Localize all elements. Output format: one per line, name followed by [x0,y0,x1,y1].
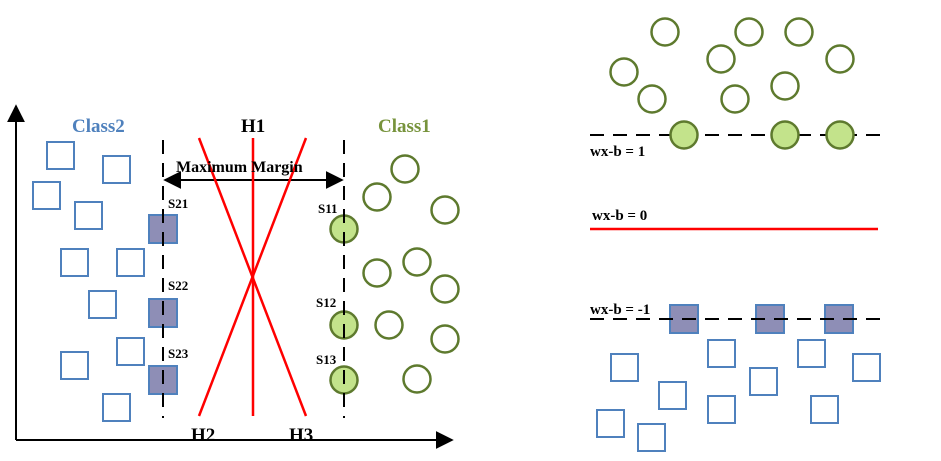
lower-square [749,367,778,396]
class1-circle [430,274,460,304]
upper-margin-label: wx-b = 1 [590,144,645,160]
s11-label: S11 [318,201,338,216]
upper-circle [706,44,736,74]
class1-circle [402,247,432,277]
class2-square [32,181,61,210]
upper-circle [609,57,639,87]
s22-label: S22 [168,278,188,293]
lower-square [797,339,826,368]
lower-square [707,339,736,368]
class2-square [116,248,145,277]
class1-circle [362,258,392,288]
class1-label: Class1 [378,116,431,137]
class2-label: Class2 [72,116,125,137]
class1-circle [430,324,460,354]
class2-square [102,155,131,184]
class2-square [88,290,117,319]
lower-square [852,353,881,382]
s21-label: S21 [168,196,188,211]
upper-support-circle [669,120,699,150]
upper-circle [637,84,667,114]
lower-margin-label: wx-b = -1 [590,302,650,318]
s12-label: S12 [316,295,336,310]
upper-circle [770,71,800,101]
class1-circles [362,154,460,394]
right-panel: wx-b = 1 wx-b = 0 wx-b = -1 [590,17,881,452]
lower-square [707,395,736,424]
upper-support-vectors [669,120,855,150]
lower-square [810,395,839,424]
class2-square [60,248,89,277]
upper-support-circle [770,120,800,150]
maximum-margin-label: Maximum Margin [176,159,303,176]
class2-square [46,141,75,170]
lower-square [658,381,687,410]
upper-circle [734,17,764,47]
s13-label: S13 [316,352,337,367]
h2-label: H2 [191,425,215,446]
left-panel: Class2 Class1 H1 Maximum Margin H2 H3 S2… [6,104,460,449]
lower-square [637,423,666,452]
class1-circle [362,182,392,212]
upper-circle [784,17,814,47]
class1-circle [374,310,404,340]
class2-square [116,337,145,366]
hyperplane-label: wx-b = 0 [592,208,647,224]
class2-square [60,351,89,380]
lower-square [610,353,639,382]
class1-circle [390,154,420,184]
class2-support-vectors [148,214,178,395]
upper-circle [825,44,855,74]
lower-class-squares [596,339,881,452]
class1-circle [430,195,460,225]
h3-label: H3 [289,425,313,446]
upper-circle [720,84,750,114]
hyperplane-h3 [197,137,308,417]
class1-circle [402,364,432,394]
upper-support-circle [825,120,855,150]
class2-squares [32,141,145,422]
upper-class-circles [609,17,855,114]
class2-square [74,201,103,230]
s23-label: S23 [168,346,189,361]
lower-square [596,409,625,438]
h1-label: H1 [241,116,265,137]
class2-square [102,393,131,422]
upper-circle [650,17,680,47]
